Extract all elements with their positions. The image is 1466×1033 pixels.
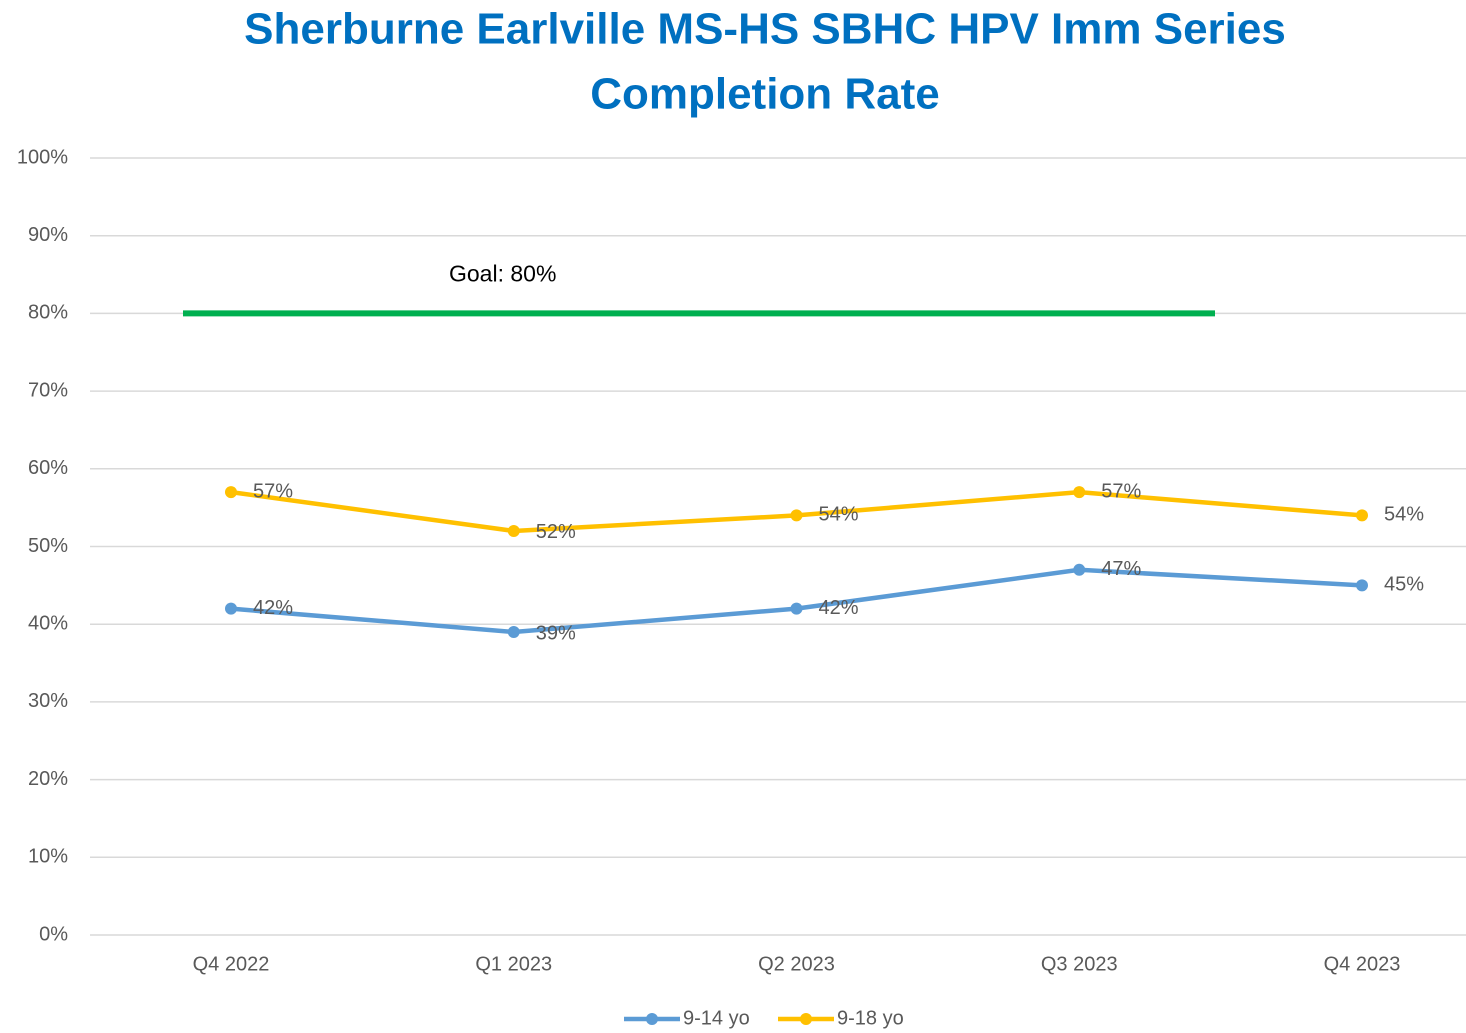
data-label: 45% <box>1384 574 1424 596</box>
y-tick-label: 100% <box>17 146 68 168</box>
chart-title: Sherburne Earlville MS-HS SBHC HPV Imm S… <box>244 5 1286 54</box>
data-point <box>507 625 520 638</box>
data-label: 47% <box>1101 558 1141 580</box>
data-point <box>1356 509 1368 522</box>
data-point <box>1073 486 1086 499</box>
y-tick-label: 70% <box>28 379 68 401</box>
legend-label: 9-18 yo <box>837 1007 904 1029</box>
data-label: 42% <box>253 597 293 619</box>
x-tick-label: Q1 2023 <box>475 953 552 975</box>
data-label: 39% <box>536 622 576 644</box>
y-tick-label: 60% <box>28 457 68 479</box>
data-label: 52% <box>536 521 576 543</box>
y-tick-label: 40% <box>28 612 68 634</box>
data-label: 54% <box>819 504 859 526</box>
goal-label: Goal: 80% <box>449 260 556 286</box>
data-label: 54% <box>1384 504 1424 526</box>
y-tick-label: 90% <box>28 224 68 246</box>
data-point <box>790 602 803 615</box>
x-tick-label: Q2 2023 <box>758 953 835 975</box>
series-line <box>230 567 1363 635</box>
legend-marker <box>800 1013 812 1025</box>
data-point <box>507 524 520 537</box>
y-tick-label: 80% <box>28 302 68 324</box>
data-label: 57% <box>253 480 293 502</box>
data-label: 42% <box>819 597 859 619</box>
y-tick-label: 10% <box>28 846 68 868</box>
data-label: 57% <box>1101 480 1141 502</box>
x-tick-label: Q3 2023 <box>1041 953 1118 975</box>
data-point <box>1356 579 1368 592</box>
x-tick-label: Q4 2022 <box>193 953 270 975</box>
legend-label: 9-14 yo <box>683 1007 750 1029</box>
y-tick-label: 20% <box>28 768 68 790</box>
data-point <box>225 486 237 499</box>
y-tick-label: 50% <box>28 535 68 557</box>
x-tick-label: Q4 2023 <box>1324 953 1401 975</box>
data-point <box>225 602 237 615</box>
legend-marker <box>646 1013 658 1025</box>
data-point <box>1073 563 1086 576</box>
chart-title: Completion Rate <box>590 70 940 119</box>
y-tick-label: 30% <box>28 690 68 712</box>
data-point <box>790 509 803 522</box>
y-tick-label: 0% <box>39 923 68 945</box>
